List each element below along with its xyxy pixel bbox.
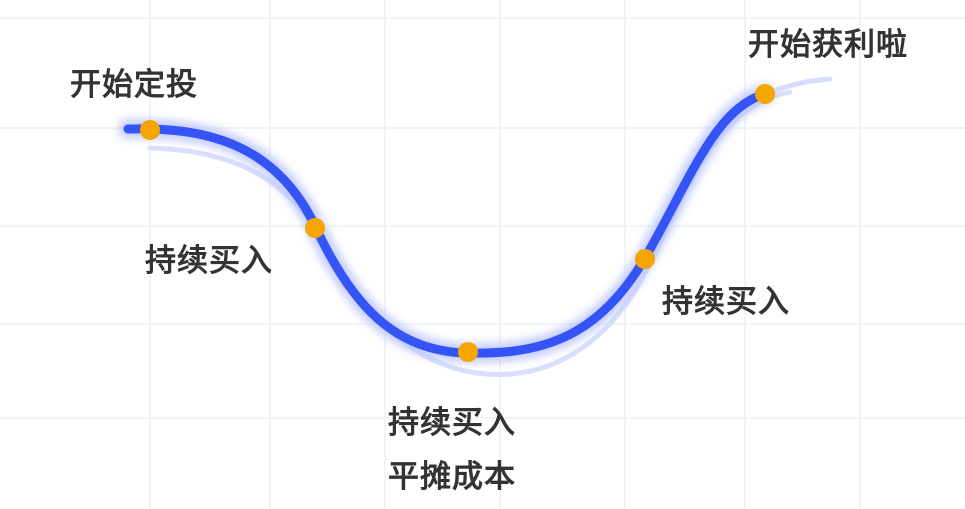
point-average-cost bbox=[458, 342, 478, 362]
point-start bbox=[140, 120, 160, 140]
label-average-cost: 平摊成本 bbox=[388, 459, 516, 495]
point-profit bbox=[755, 84, 775, 104]
curve-shadow bbox=[147, 89, 793, 377]
curve-tail bbox=[762, 76, 833, 97]
label-start: 开始定投 bbox=[70, 67, 198, 103]
point-buy-3 bbox=[635, 249, 655, 269]
label-buy-3: 持续买入 bbox=[662, 284, 790, 320]
point-buy-1 bbox=[305, 218, 325, 238]
label-buy-2: 持续买入 bbox=[388, 405, 516, 441]
label-buy-1: 持续买入 bbox=[145, 243, 273, 279]
label-profit: 开始获利啦 bbox=[748, 27, 908, 63]
